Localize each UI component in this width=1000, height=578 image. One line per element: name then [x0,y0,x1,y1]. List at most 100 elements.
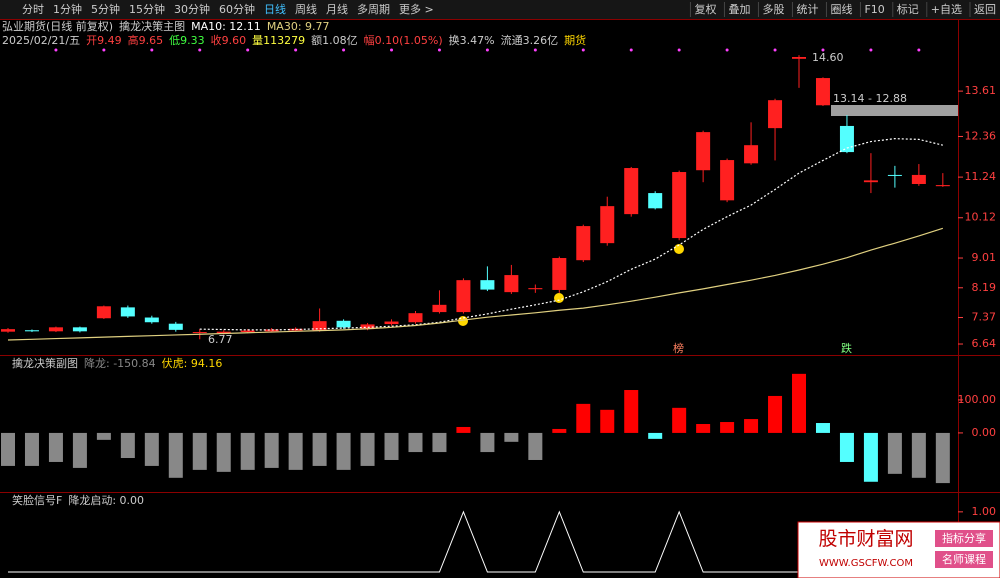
dot [54,48,58,52]
bar [480,432,495,453]
tab[interactable]: 日线 [264,2,286,16]
candle-body [624,168,639,215]
tab[interactable]: 更多 > [399,2,434,16]
dot [533,48,537,52]
dot [102,48,106,52]
tool-button[interactable]: 复权 [694,2,716,16]
bar [768,395,783,433]
y-tick-label: 8.19 [972,281,997,294]
bar [408,432,423,453]
bar [792,373,807,433]
tab[interactable]: 多周期 [357,2,390,16]
label: 开9.49 [86,34,122,47]
y-tick-label: 7.37 [972,311,997,324]
bar [48,432,63,462]
bar [504,432,519,442]
tab[interactable]: 分时 [22,3,44,16]
label: MA10: 12.11 [191,20,261,33]
bar [1,432,15,466]
tool-button[interactable]: 返回 [974,3,996,16]
tab[interactable]: 1分钟 [53,2,82,16]
bar [96,432,111,440]
dot [629,48,633,52]
annotation: 14.60 [812,51,844,64]
bar [384,432,399,460]
bar [624,390,639,433]
label: 擒龙决策主图 [119,19,185,33]
label: 高9.65 [128,33,164,47]
label: 幅0.10(1.05%) [364,34,443,47]
watermark: 股市财富网 WWW.GSCFW.COM 指标分享 名师课程 [797,521,1000,578]
y-tick-label: 0.00 [972,426,997,439]
candle-body [504,275,519,293]
label: MA30: 9.77 [267,20,330,33]
candle-body [192,332,207,334]
y-tick-label: 12.36 [965,129,997,142]
toolbar [0,0,1000,19]
candle-body [815,78,830,106]
tab[interactable]: 15分钟 [129,2,165,16]
annotation: 跌 [841,341,852,355]
dot [821,48,825,52]
tab[interactable]: 5分钟 [91,2,120,16]
label: 期货 [564,33,586,47]
y-tick-label: 1.00 [972,505,997,518]
bar [672,407,687,433]
tag: 指标分享 [942,531,986,545]
candle-body [696,132,711,171]
y-tick-label: 6.64 [972,337,997,350]
bar [744,419,759,433]
bar [887,432,902,474]
candle-body [24,330,39,332]
tool-button[interactable]: F10 [864,3,884,16]
label: 流通3.26亿 [501,33,559,47]
bar [696,424,711,433]
signal-line [8,510,943,573]
tab[interactable]: 月线 [326,2,348,16]
label: 量113279 [252,34,305,47]
dot [198,48,202,52]
label: 伏虎: 94.16 [162,356,223,370]
tab[interactable]: 30分钟 [174,2,210,16]
bar [336,432,351,470]
candle-body [72,327,87,332]
tag-bg [935,530,993,547]
ma-line [199,138,943,331]
tool-button[interactable]: 标记 [897,2,919,16]
tool-button[interactable]: +自选 [931,3,962,16]
watermark-title: 股市财富网 [818,528,913,550]
dot [869,48,873,52]
label: 额1.08亿 [311,34,358,47]
label: 擒龙决策副图 [12,356,78,370]
label: 笑脸信号F [12,493,62,507]
dot [917,48,921,52]
bar [216,432,231,472]
candle-body [360,324,375,330]
bar [552,428,567,433]
candle-body [168,323,183,330]
bar [528,432,543,460]
bar [72,432,87,468]
candle-body [935,185,950,187]
dot [485,48,489,52]
label: 降龙启动: 0.00 [68,493,144,507]
tool-button[interactable]: 多股 [762,2,784,16]
candle-body [408,313,423,323]
label: 2025/02/21/五 [2,34,80,47]
candle-body [456,280,471,313]
bar [600,409,615,433]
bar [360,432,375,466]
range-band [831,105,958,116]
tool-button[interactable]: 统计 [796,3,818,16]
watermark-url: WWW.GSCFW.COM [819,558,913,569]
tab[interactable]: 60分钟 [219,2,255,16]
tool-button[interactable]: 叠加 [728,3,750,16]
dot [773,48,777,52]
tab[interactable]: 周线 [295,2,317,16]
dot [246,48,250,52]
candle-body [528,288,543,290]
tool-button[interactable]: 圈线 [830,2,852,16]
bar [240,432,255,470]
